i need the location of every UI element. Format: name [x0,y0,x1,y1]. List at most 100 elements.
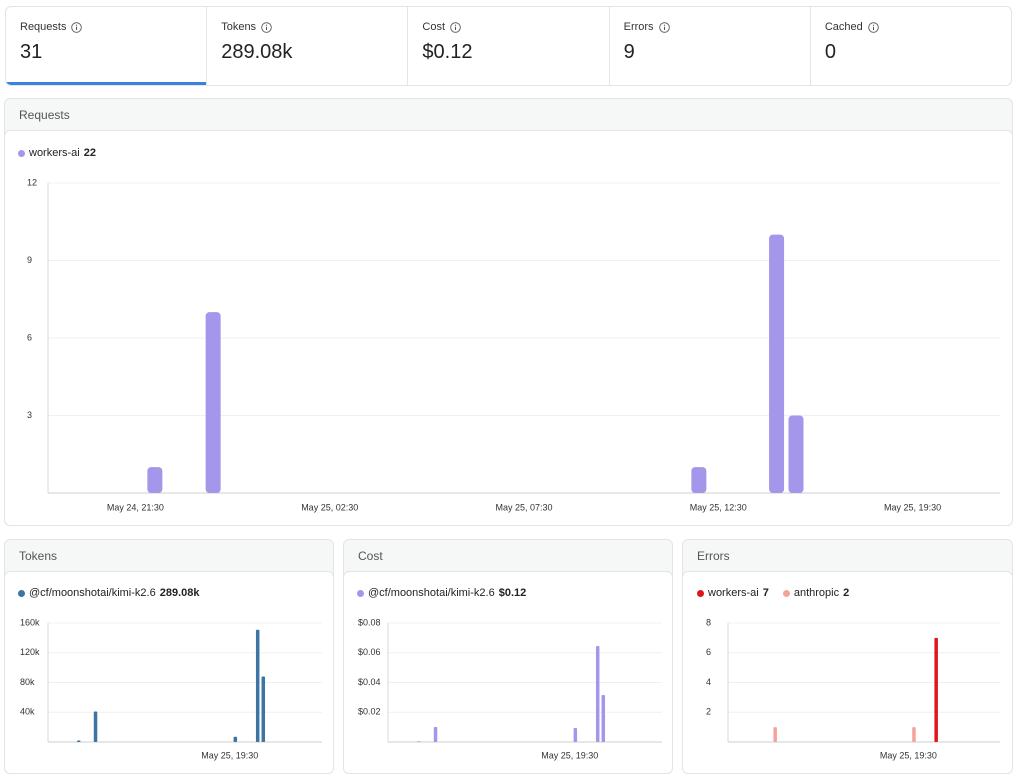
y-tick-label: 40k [20,707,35,717]
legend: @cf/moonshotai/kimi-k2.6 $0.12 [357,587,526,599]
stat-value: 0 [824,41,836,63]
y-tick-label: 12 [27,177,37,187]
y-tick-label: 4 [706,677,711,687]
y-tick-label: $0.08 [358,617,381,627]
y-tick-label: 6 [706,647,711,657]
panel: Tokens [4,539,334,774]
bar [601,694,606,742]
legend-total: $0.12 [498,587,527,599]
bar [93,711,98,742]
legend-total: 289.08k [159,587,200,599]
legend-marker [357,589,364,597]
info-icon [261,21,272,33]
info-icon [450,21,461,33]
panel-title: Tokens [19,549,58,563]
bar [205,312,221,493]
panel-body [343,571,673,774]
stat-card: Tokens 289.08k [207,7,409,85]
x-tick-label: May 25, 07:30 [495,502,552,512]
legend-total: 2 [843,587,850,599]
y-tick-label: 120k [20,647,40,657]
legend-item: anthropic 2 [782,587,850,599]
stat-label: Requests [20,21,67,33]
bar [912,727,916,742]
stat-label-row: Errors [624,21,810,33]
legend-marker [18,149,25,157]
bar [573,728,578,742]
stat-card: Requests 31 [6,7,208,85]
panel: Cost [343,539,673,774]
x-tick-label: May 25, 12:30 [690,502,747,512]
stat-label-row: Cached [825,21,1011,33]
legend-item: workers-ai 22 [18,147,96,159]
stat-label: Cost [422,21,446,33]
stat-value: $0.12 [422,41,473,63]
legend-label: workers-ai [29,147,80,159]
y-tick-label: $0.02 [358,707,381,717]
bar [77,740,81,742]
x-tick-label: May 25, 02:30 [301,502,358,512]
panel-title: Errors [697,549,730,563]
x-tick-label: May 25, 19:30 [884,502,941,512]
legend-item: workers-ai 7 [697,587,769,599]
panel-title: Requests [19,108,70,122]
info-icon [867,21,879,33]
stat-label: Errors [623,21,654,33]
y-tick-label: 3 [27,410,32,420]
x-tick-label: May 24, 21:30 [107,502,164,512]
legend-item: @cf/moonshotai/kimi-k2.6 289.08k [18,587,199,599]
y-tick-label: $0.06 [358,647,381,657]
stat-label-row: Tokens [221,21,407,33]
legend-label: @cf/moonshotai/kimi-k2.6 [368,587,495,599]
legend-marker [18,589,25,597]
bar [433,726,438,742]
bar [261,676,266,742]
stat-value: 289.08k [221,41,293,63]
info-icon [658,21,670,33]
x-tick-label: May 25, 19:30 [201,750,258,760]
stat-card: Cached 0 [811,7,1011,85]
panel-body [4,130,1013,526]
bar [255,629,260,742]
stat-value: 31 [20,41,43,63]
legend-label: anthropic [793,587,840,599]
y-tick-label: 160k [20,617,40,627]
legend-total: 7 [762,587,769,599]
panel: Requests [4,98,1013,526]
stat-value: 9 [623,41,635,63]
y-tick-label: 8 [706,617,711,627]
legend-label: workers-ai [708,587,759,599]
panel-body [4,571,334,774]
bar [788,415,804,493]
y-tick-label: 9 [27,255,32,265]
legend: @cf/moonshotai/kimi-k2.6 289.08k [18,587,199,599]
panel-body [682,571,1013,774]
y-tick-label: 2 [706,707,711,717]
legend-item: @cf/moonshotai/kimi-k2.6 $0.12 [357,587,526,599]
y-tick-label: $0.04 [358,677,381,687]
bar [934,637,938,742]
legend-marker [697,589,704,597]
stat-label-row: Cost [422,21,608,33]
x-tick-label: May 25, 19:30 [880,750,937,760]
legend-marker [782,589,790,597]
bar [773,727,777,742]
y-tick-label: 6 [27,332,32,342]
panel-title: Cost [358,549,383,563]
y-tick-label: 80k [20,677,35,687]
legend: workers-ai 22 [18,147,96,159]
bar [417,741,421,742]
panel: Errors [682,539,1013,774]
legend-total: 22 [83,147,96,159]
bar [147,467,163,493]
stats-bar: Requests 31 Tokens 289.08k Cost $0.12 Errors 9 C… [5,6,1012,86]
legend: workers-ai 7 anthropic 2 [697,587,849,599]
x-tick-label: May 25, 19:30 [541,750,598,760]
bar [769,234,785,493]
bar [595,646,600,742]
bar [233,736,238,742]
stat-label: Tokens [221,21,257,33]
legend-label: @cf/moonshotai/kimi-k2.6 [29,587,156,599]
